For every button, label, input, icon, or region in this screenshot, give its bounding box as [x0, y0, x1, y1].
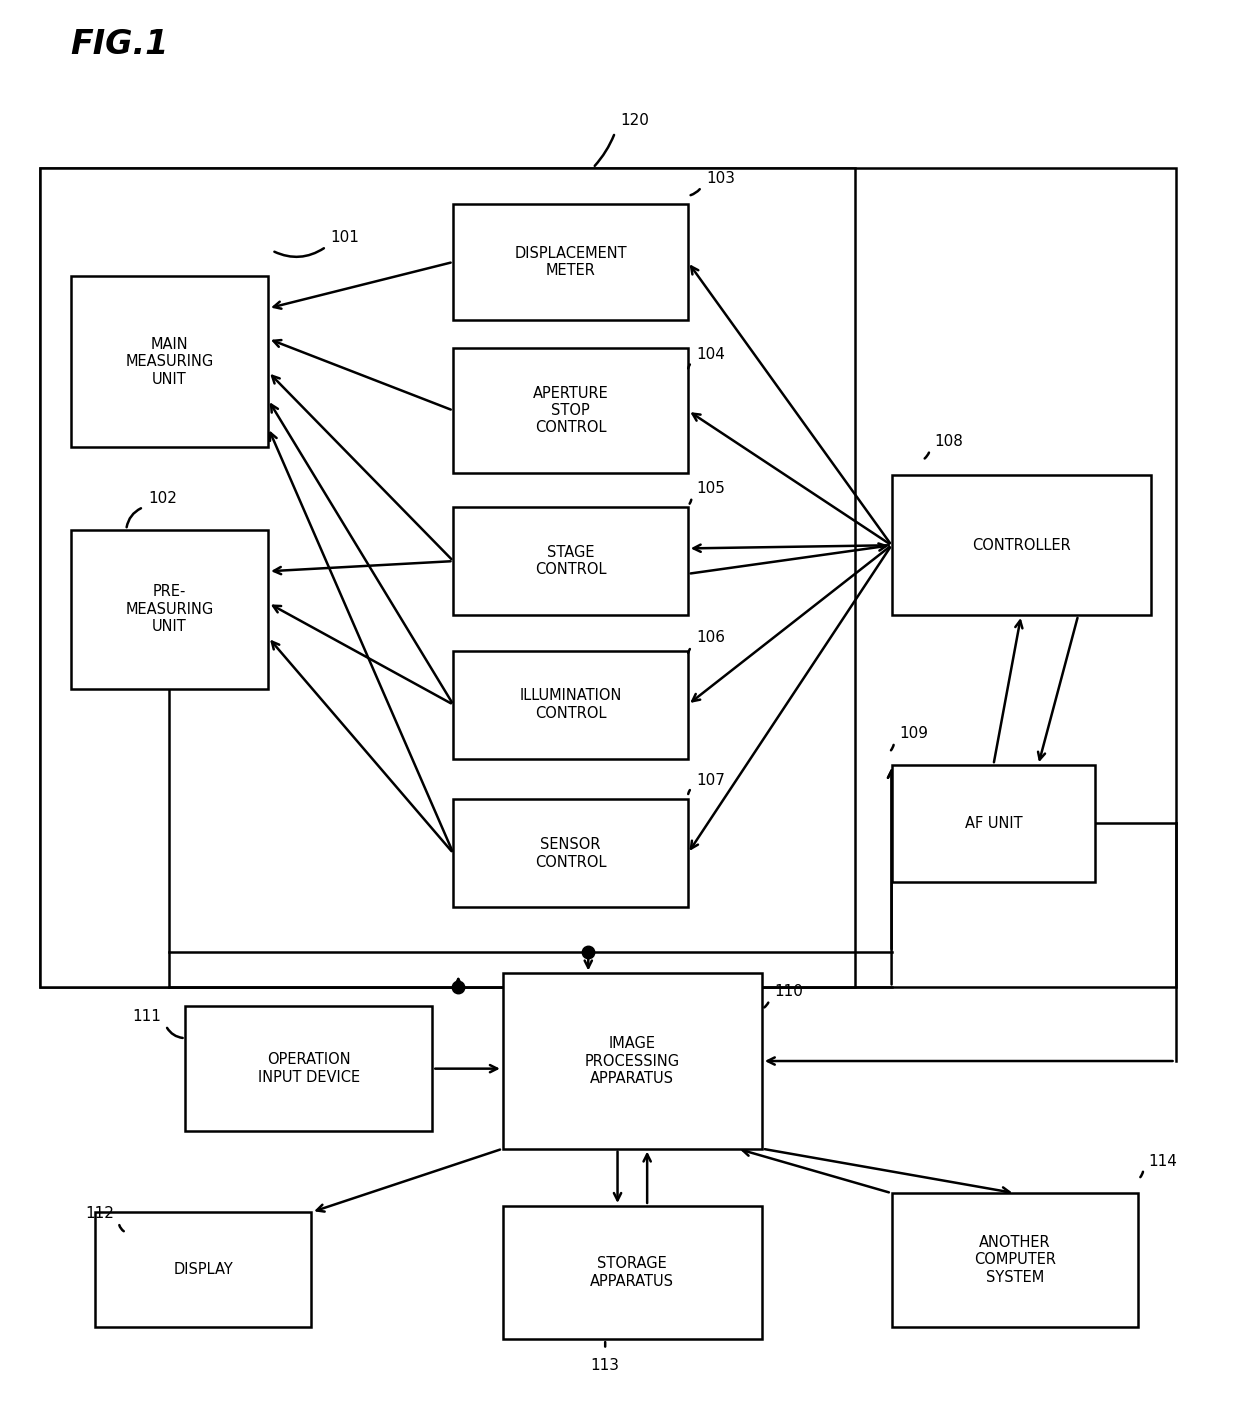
Text: DISPLACEMENT
METER: DISPLACEMENT METER [515, 246, 627, 278]
FancyBboxPatch shape [454, 506, 688, 615]
Text: ANOTHER
COMPUTER
SYSTEM: ANOTHER COMPUTER SYSTEM [975, 1235, 1056, 1285]
Text: SENSOR
CONTROL: SENSOR CONTROL [534, 838, 606, 870]
Text: IMAGE
PROCESSING
APPARATUS: IMAGE PROCESSING APPARATUS [585, 1037, 680, 1086]
Text: 105: 105 [697, 481, 725, 495]
Text: FIG.1: FIG.1 [71, 28, 169, 62]
Text: STAGE
CONTROL: STAGE CONTROL [534, 544, 606, 577]
Text: CONTROLLER: CONTROLLER [972, 537, 1070, 553]
FancyBboxPatch shape [892, 765, 1095, 882]
Text: 113: 113 [590, 1358, 620, 1374]
Text: 101: 101 [330, 230, 358, 246]
FancyBboxPatch shape [186, 1006, 433, 1131]
Text: 111: 111 [131, 1009, 161, 1024]
Text: AF UNIT: AF UNIT [965, 817, 1022, 831]
Text: 110: 110 [774, 984, 804, 999]
FancyBboxPatch shape [892, 476, 1151, 615]
FancyBboxPatch shape [454, 651, 688, 759]
FancyBboxPatch shape [892, 1193, 1138, 1327]
FancyBboxPatch shape [454, 203, 688, 320]
FancyBboxPatch shape [454, 800, 688, 908]
FancyBboxPatch shape [454, 348, 688, 473]
Text: 102: 102 [149, 491, 177, 505]
FancyBboxPatch shape [71, 276, 268, 448]
FancyBboxPatch shape [502, 974, 761, 1149]
Text: 106: 106 [697, 630, 725, 645]
Text: MAIN
MEASURING
UNIT: MAIN MEASURING UNIT [125, 337, 213, 387]
Text: 104: 104 [697, 347, 725, 362]
Text: 112: 112 [86, 1207, 114, 1221]
Text: 108: 108 [935, 434, 963, 449]
Text: OPERATION
INPUT DEVICE: OPERATION INPUT DEVICE [258, 1052, 360, 1085]
FancyBboxPatch shape [95, 1212, 311, 1327]
Text: 114: 114 [1148, 1153, 1177, 1169]
Text: PRE-
MEASURING
UNIT: PRE- MEASURING UNIT [125, 585, 213, 634]
Text: DISPLAY: DISPLAY [174, 1261, 233, 1277]
Text: APERTURE
STOP
CONTROL: APERTURE STOP CONTROL [533, 386, 609, 435]
FancyBboxPatch shape [40, 168, 1176, 988]
Text: STORAGE
APPARATUS: STORAGE APPARATUS [590, 1256, 675, 1289]
FancyBboxPatch shape [71, 530, 268, 689]
Text: 107: 107 [697, 773, 725, 787]
Text: 103: 103 [707, 171, 735, 185]
Text: 120: 120 [620, 114, 649, 129]
Text: 109: 109 [899, 725, 928, 741]
Text: ILLUMINATION
CONTROL: ILLUMINATION CONTROL [520, 689, 621, 721]
FancyBboxPatch shape [40, 168, 854, 988]
FancyBboxPatch shape [502, 1205, 761, 1340]
